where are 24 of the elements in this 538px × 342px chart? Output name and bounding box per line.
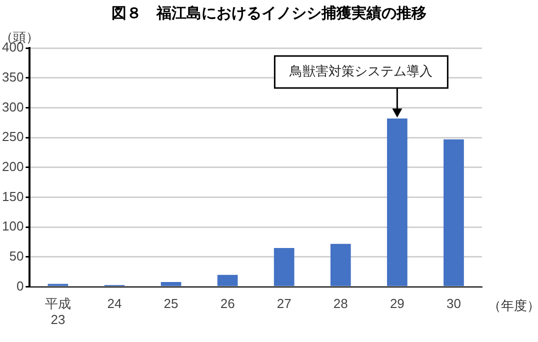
y-tick-label: 200 [2,158,24,174]
x-tick-label: 28 [333,296,348,312]
x-tick-label: 30 [446,296,461,312]
bar [217,274,238,286]
x-tick-label: 27 [276,296,292,312]
y-tick-label: 100 [2,218,24,234]
y-tick-label: 250 [2,129,24,144]
y-tick-label: 50 [9,248,24,264]
bar [444,139,464,286]
annotation: 鳥獣害対策システム導入 [288,63,433,80]
x-tick-label: 26 [220,296,235,312]
bar [274,248,294,286]
x-tick-label: 29 [390,296,404,312]
bar [160,282,182,286]
x-tick-label: 25 [164,296,178,312]
chart-title: 図８ 福江島におけるイノシシ捕獲実績の推移 [110,3,428,24]
x-tick-label: 24 [107,296,122,312]
y-tick-label: 350 [2,69,24,84]
bar [330,244,351,286]
x-tick-label: 平成 23 [44,296,71,327]
y-tick-label: 150 [2,188,24,204]
x-axis-title: （年度） [488,298,538,314]
y-tick-label: 300 [2,99,24,114]
y-tick-label: 0 [16,278,24,294]
